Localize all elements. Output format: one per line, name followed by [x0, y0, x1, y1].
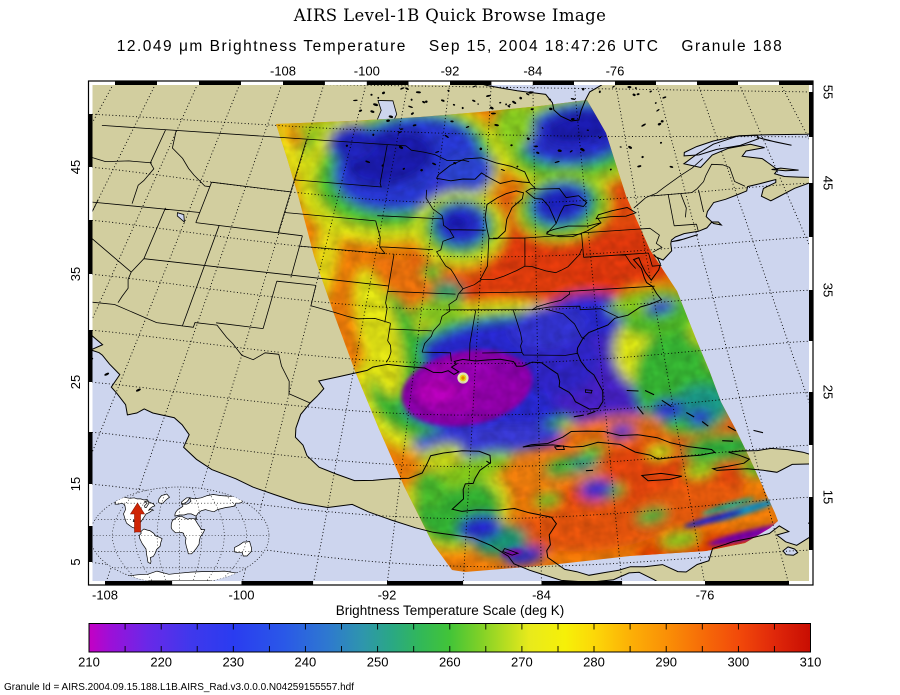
subtitle-datetime: Sep 15, 2004 18:47:26 UTC [428, 38, 660, 55]
axis-label-left-2: 25 [68, 375, 83, 389]
axis-label-bottom-4: -76 [696, 588, 715, 603]
colorbar-tick-7: 280 [583, 655, 605, 670]
colorbar-tick-5: 260 [439, 655, 461, 670]
colorbar-tick-4: 250 [367, 655, 389, 670]
axis-label-top-2: -92 [441, 64, 460, 79]
zebra-border-segments [88, 81, 813, 585]
axis-label-top-0: -108 [270, 64, 296, 79]
axis-label-left-3: 15 [68, 477, 83, 491]
graticule-parallels [88, 81, 813, 585]
state-borders [88, 125, 746, 404]
axis-label-right-2: 35 [821, 283, 836, 297]
axis-label-bottom-2: -92 [378, 588, 397, 603]
axis-label-left-4: 5 [68, 558, 83, 565]
axis-label-right-4: 15 [821, 490, 836, 504]
colorbar: Brightness Temperature Scale (deg K) 210… [78, 603, 821, 670]
axis-label-top-3: -84 [523, 64, 542, 79]
satellite-swath [276, 100, 778, 572]
axis-label-right-1: 45 [821, 176, 836, 190]
axis-label-bottom-0: -108 [92, 588, 118, 603]
coastlines [88, 81, 813, 585]
axis-label-left-1: 35 [68, 267, 83, 281]
axis-label-right-3: 25 [821, 385, 836, 399]
axis-label-bottom-1: -100 [228, 588, 254, 603]
colorbar-tick-6: 270 [511, 655, 533, 670]
axis-label-left-0: 45 [68, 160, 83, 174]
axis-labels: -108 -100 -92 -84 -76 -108 -100 -92 -84 … [68, 64, 836, 603]
axis-label-bottom-3: -84 [532, 588, 551, 603]
map-frame [87, 80, 814, 586]
footer-granule-id: Granule Id = AIRS.2004.09.15.188.L1B.AIR… [4, 682, 354, 693]
colorbar-tick-10: 310 [800, 655, 822, 670]
subtitle-granule: Granule 188 [681, 38, 784, 55]
small-lakes-specks [88, 85, 674, 392]
figure-title: AIRS Level-1B Quick Browse Image [293, 6, 607, 25]
axis-label-top-1: -100 [354, 64, 380, 79]
colorbar-ticks [88, 623, 811, 652]
colorbar-title: Brightness Temperature Scale (deg K) [336, 603, 565, 618]
frame-outline [87, 80, 814, 586]
map-area [88, 81, 813, 585]
colorbar-tick-2: 230 [222, 655, 244, 670]
colorbar-tick-8: 290 [655, 655, 677, 670]
subtitle-wavelength: 12.049 μm Brightness Temperature [116, 38, 407, 55]
figure-subtitle: 12.049 μm Brightness Temperature Sep 15,… [0, 38, 900, 56]
axis-label-right-0: 55 [821, 85, 836, 99]
inset-world-map [89, 486, 270, 585]
colorbar-tick-3: 240 [295, 655, 317, 670]
axis-label-top-4: -76 [606, 64, 625, 79]
colorbar-tick-1: 220 [150, 655, 172, 670]
lake-outlines [435, 157, 637, 556]
colorbar-tick-9: 300 [728, 655, 750, 670]
inset-graticule [90, 487, 269, 584]
locator-arrow-icon [129, 502, 146, 533]
colorbar-tick-0: 210 [78, 655, 100, 670]
